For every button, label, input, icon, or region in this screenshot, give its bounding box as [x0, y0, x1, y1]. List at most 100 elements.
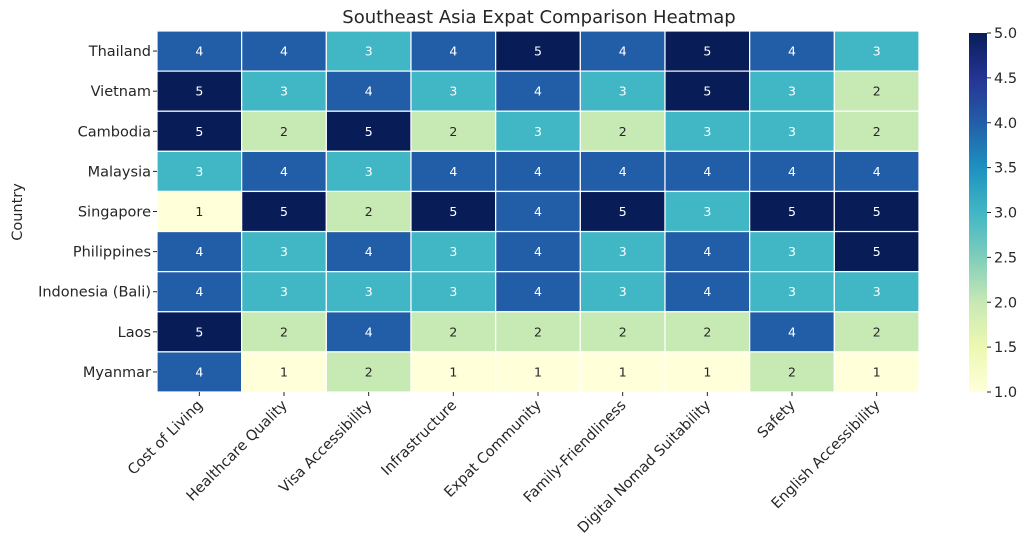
- cell-value-label: 1: [873, 364, 881, 379]
- heatmap-cell: [749, 70, 835, 112]
- cell-value-label: 4: [195, 44, 203, 59]
- heatmap-cell: [410, 311, 497, 353]
- cell-value-label: 4: [195, 284, 203, 299]
- cell-value-label: 3: [449, 244, 457, 259]
- cell-value-label: 3: [788, 284, 796, 299]
- cell-value-label: 3: [788, 124, 796, 139]
- colorbar-tick-label: 5.0: [994, 26, 1017, 42]
- cell-value-label: 4: [195, 244, 203, 259]
- cell-value-label: 2: [788, 364, 796, 379]
- cell-value-label: 2: [449, 124, 457, 139]
- row-label: Myanmar: [83, 365, 151, 381]
- heatmap-cell: [410, 351, 497, 393]
- heatmap-cell: [241, 271, 327, 313]
- heatmap-cell: [410, 230, 497, 273]
- colorbar-tick-label: 3.0: [994, 206, 1017, 222]
- cell-value-label: 4: [449, 164, 457, 179]
- heatmap-cell: [410, 110, 497, 152]
- row-label: Singapore: [78, 205, 151, 221]
- heatmap-cell: [241, 150, 327, 193]
- cell-value-label: 5: [195, 324, 203, 339]
- heatmap-cell: [579, 230, 666, 273]
- cell-value-label: 4: [195, 364, 203, 379]
- row-label: Cambodia: [78, 124, 151, 140]
- cell-value-label: 3: [280, 84, 288, 99]
- cell-value-label: 1: [449, 364, 457, 379]
- heatmap-cell: [156, 30, 243, 72]
- column-label: Infrastructure: [379, 397, 461, 479]
- cell-value-label: 3: [280, 284, 288, 299]
- heatmap-cell: [156, 190, 243, 233]
- cell-value-label: 3: [365, 44, 373, 59]
- heatmap-cell: [495, 70, 581, 112]
- cell-value-label: 5: [280, 204, 288, 219]
- row-label: Vietnam: [91, 84, 151, 100]
- row-label: Indonesia (Bali): [38, 285, 151, 301]
- heatmap-cell: [241, 230, 327, 273]
- cell-value-label: 2: [365, 204, 373, 219]
- cell-value-label: 2: [365, 364, 373, 379]
- heatmap-cell: [325, 230, 412, 273]
- heatmap-cell: [325, 311, 412, 353]
- cell-value-label: 4: [619, 44, 627, 59]
- colorbar-gradient: [969, 33, 987, 392]
- cell-value-label: 2: [280, 124, 288, 139]
- cell-value-label: 3: [365, 164, 373, 179]
- heatmap-cell: [156, 311, 243, 353]
- cell-value-label: 5: [449, 204, 457, 219]
- heatmap-cell: [833, 150, 920, 193]
- cell-value-label: 4: [449, 44, 457, 59]
- heatmap-cell: [664, 271, 751, 313]
- heatmap-cell: [325, 351, 412, 393]
- cell-value-label: 5: [703, 44, 711, 59]
- cell-value-label: 4: [873, 164, 881, 179]
- heatmap-cell: [325, 110, 412, 152]
- heatmap-cell: [241, 110, 327, 152]
- cell-value-label: 4: [534, 284, 542, 299]
- cell-value-label: 2: [449, 324, 457, 339]
- cell-value-label: 5: [365, 124, 373, 139]
- heatmap-cell: [664, 70, 751, 112]
- heatmap-cell: [495, 230, 581, 273]
- cell-value-label: 4: [365, 324, 373, 339]
- cell-value-label: 2: [873, 324, 881, 339]
- cell-value-label: 5: [195, 84, 203, 99]
- heatmap-cell: [833, 190, 920, 233]
- heatmap-cell: [495, 351, 581, 393]
- cell-value-label: 3: [873, 44, 881, 59]
- heatmap-cell: [833, 311, 920, 353]
- heatmap-cell: [325, 190, 412, 233]
- cell-value-label: 3: [703, 204, 711, 219]
- heatmap-cell: [495, 311, 581, 353]
- colorbar-tick-label: 4.0: [994, 116, 1017, 132]
- heatmap-cell: [664, 311, 751, 353]
- cell-value-label: 4: [703, 244, 711, 259]
- cell-value-label: 4: [703, 284, 711, 299]
- column-label: Cost of Living: [125, 398, 206, 479]
- cell-value-label: 4: [619, 164, 627, 179]
- heatmap-cell: [156, 271, 243, 313]
- column-label: Safety: [755, 397, 799, 441]
- heatmap-cell: [410, 190, 497, 233]
- cell-value-label: 5: [873, 204, 881, 219]
- cell-value-label: 2: [280, 324, 288, 339]
- heatmap-cell: [579, 311, 666, 353]
- cell-value-label: 3: [280, 244, 288, 259]
- cell-value-label: 4: [703, 164, 711, 179]
- cell-value-label: 4: [534, 244, 542, 259]
- cell-value-label: 3: [449, 284, 457, 299]
- cell-value-label: 5: [703, 84, 711, 99]
- cell-value-label: 1: [619, 364, 627, 379]
- cell-value-label: 3: [788, 244, 796, 259]
- cell-value-label: 3: [534, 124, 542, 139]
- cell-value-label: 4: [280, 164, 288, 179]
- cell-value-label: 3: [619, 284, 627, 299]
- cell-value-label: 4: [365, 84, 373, 99]
- column-label: Visa Accessibility: [277, 397, 376, 496]
- cell-value-label: 1: [534, 364, 542, 379]
- heatmap-cell: [241, 30, 327, 72]
- heatmap-cell: [241, 351, 327, 393]
- heatmap-cell: [325, 70, 412, 112]
